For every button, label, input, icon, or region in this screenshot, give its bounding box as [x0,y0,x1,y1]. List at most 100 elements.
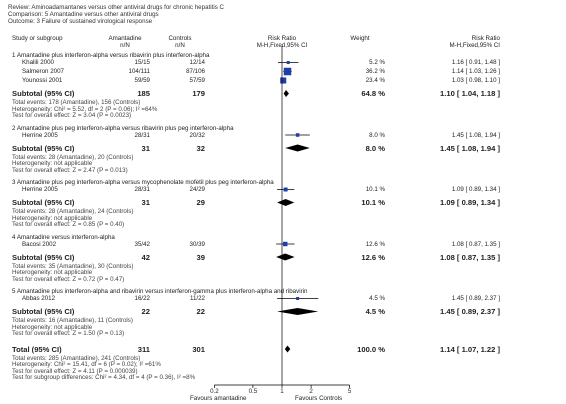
subgroup-title: 5 Amantadine plus interferon-alpha and r… [12,288,308,295]
subgroup-note: Heterogeneity: not applicable [12,323,93,331]
subtotal-weight: 64.8 % [361,89,385,98]
study-weight: 8.0 % [369,131,385,139]
subgroup-note: Total events: 28 (Amantadine), 24 (Contr… [12,208,134,215]
col-rr-method: M-H,Fixed,95% CI [256,42,308,49]
study-amantadine-events: 15/15 [134,59,150,66]
col-study-header: Study or subgroup [12,35,63,42]
study-controls-events: 87/106 [186,68,205,75]
subtotal-diamond [285,144,310,152]
study-rr-ci: 1.14 [ 1.03, 1.26 ] [451,68,500,75]
study-controls-events: 12/14 [189,59,205,66]
x-axis-tick-label: 0.5 [248,388,258,395]
study-controls-events: 30/39 [189,240,205,248]
study-controls-events: 11/22 [189,295,205,302]
subgroup-note: Test for overall effect: Z = 2.47 (P = 0… [12,166,128,174]
study-name: Herrine 2005 [22,131,58,139]
subgroup-title: 3 Amantadine plus peg interferon-alpha v… [12,179,274,186]
subtotal-label: Subtotal (95% CI) [12,252,75,262]
subtotal-weight: 8.0 % [365,143,385,153]
subtotal-controls-total: 22 [196,307,205,316]
total-label: Total (95% CI) [12,344,62,354]
subtotal-controls-total: 179 [192,89,205,98]
subtotal-rr-ci: 1.45 [ 1.08, 1.94 ] [440,143,500,153]
subgroup-note: Total events: 178 (Amantadine), 156 (Con… [12,99,141,106]
study-amantadine-events: 104/111 [128,68,150,75]
study-point-box [286,61,290,64]
col-amantadine-unit: n/N [120,42,130,49]
subtotal-amantadine-total: 185 [137,89,150,98]
subgroup-note: Total events: 35 (Amantadine), 30 (Contr… [12,262,134,270]
study-weight: 36.2 % [365,68,385,75]
study-weight: 23.4 % [365,77,385,84]
subgroup-note: Heterogeneity: not applicable [12,269,93,276]
total-weight: 100.0 % [357,344,385,354]
subtotal-label: Subtotal (95% CI) [12,143,75,153]
study-point-box [296,297,300,300]
x-axis-tick-label: 1 [280,388,284,395]
subgroup-title: 4 Amantadine versus interferon-alpha [12,233,115,241]
subgroup-note: Test for overall effect: Z = 3.04 (P = 0… [12,112,132,119]
subtotal-label: Subtotal (95% CI) [12,89,75,98]
outcome-title: Outcome: 3 Failure of sustained virologi… [8,18,153,25]
x-axis-tick-label: 2 [309,388,313,395]
subgroup-note: Heterogeneity: Chi² = 5.52, df = 2 (P = … [12,105,158,113]
subtotal-diamond [276,253,295,261]
subgroup-note: Heterogeneity: not applicable [12,214,93,222]
total-note: Test for subgroup differences: Chi² = 4.… [12,374,196,381]
subtotal-weight: 4.5 % [365,307,385,316]
study-amantadine-events: 16/22 [134,295,150,302]
subgroup-note: Heterogeneity: not applicable [12,160,93,167]
study-amantadine-events: 28/31 [134,186,150,193]
study-weight: 4.5 % [369,295,385,302]
study-point-box [283,67,292,76]
subtotal-controls-total: 32 [196,143,205,153]
subtotal-amantadine-total: 42 [141,252,150,262]
subtotal-label: Subtotal (95% CI) [12,198,75,207]
subtotal-amantadine-total: 31 [141,143,150,153]
subtotal-label: Subtotal (95% CI) [12,307,75,316]
col-rr2-method: M-H,Fixed,95% CI [449,42,500,49]
study-point-box [280,77,287,84]
subtotal-rr-ci: 1.10 [ 1.04, 1.18 ] [440,89,500,98]
total-note: Total events: 285 (Amantadine), 241 (Con… [12,354,141,362]
study-point-box [283,241,288,247]
subtotal-amantadine-total: 22 [141,307,150,316]
favours-right-label: Favours Controls [295,395,343,402]
subgroup-title: 2 Amantadine plus peg interferon-alpha v… [12,124,234,132]
study-weight: 10.1 % [365,186,385,193]
study-controls-events: 57/59 [189,77,205,84]
subtotal-controls-total: 39 [196,252,205,262]
x-axis-tick-label: 5 [347,388,352,395]
study-controls-events: 24/29 [189,186,205,193]
col-rr2-header: Risk Ratio [471,35,500,42]
subgroup-note: Total events: 16 (Amantadine), 11 (Contr… [12,317,133,324]
study-weight: 5.2 % [369,59,385,66]
subgroup-note: Test for overall effect: Z = 1.50 (P = 0… [12,330,125,337]
col-amantadine-header: Amantadine [108,35,142,42]
subtotal-controls-total: 29 [196,198,205,207]
study-name: Herrine 2005 [22,186,58,193]
study-amantadine-events: 35/42 [134,240,150,248]
favours-left-label: Favours amantadine [190,395,247,402]
study-rr-ci: 1.16 [ 0.91, 1.48 ] [451,59,500,66]
col-controls-header: Controls [168,35,192,42]
subtotal-diamond [283,90,289,97]
subtotal-weight: 10.1 % [361,198,385,207]
col-rr-header: Risk Ratio [267,35,297,42]
subgroup-note: Total events: 28 (Amantadine), 20 (Contr… [12,153,134,161]
study-rr-ci: 1.08 [ 0.87, 1.35 ] [451,240,500,248]
total-note: Test for overall effect: Z = 4.11 (P = 0… [12,367,138,375]
total-amantadine-total: 311 [137,344,150,354]
subtotal-amantadine-total: 31 [141,198,150,207]
total-rr-ci: 1.14 [ 1.07, 1.22 ] [440,344,500,354]
subtotal-rr-ci: 1.09 [ 0.89, 1.34 ] [440,198,500,207]
subtotal-weight: 12.6 % [361,252,385,262]
subgroup-note: Test for overall effect: Z = 0.85 (P = 0… [12,221,125,228]
study-controls-events: 20/32 [189,131,205,139]
study-rr-ci: 1.09 [ 0.89, 1.34 ] [451,186,500,193]
total-diamond [284,345,291,353]
subtotal-diamond [277,199,295,206]
total-note: Heterogeneity: Chi² = 15.41, df = 6 (P =… [12,361,161,368]
subtotal-diamond [277,308,319,315]
col-controls-unit: n/N [175,42,185,49]
